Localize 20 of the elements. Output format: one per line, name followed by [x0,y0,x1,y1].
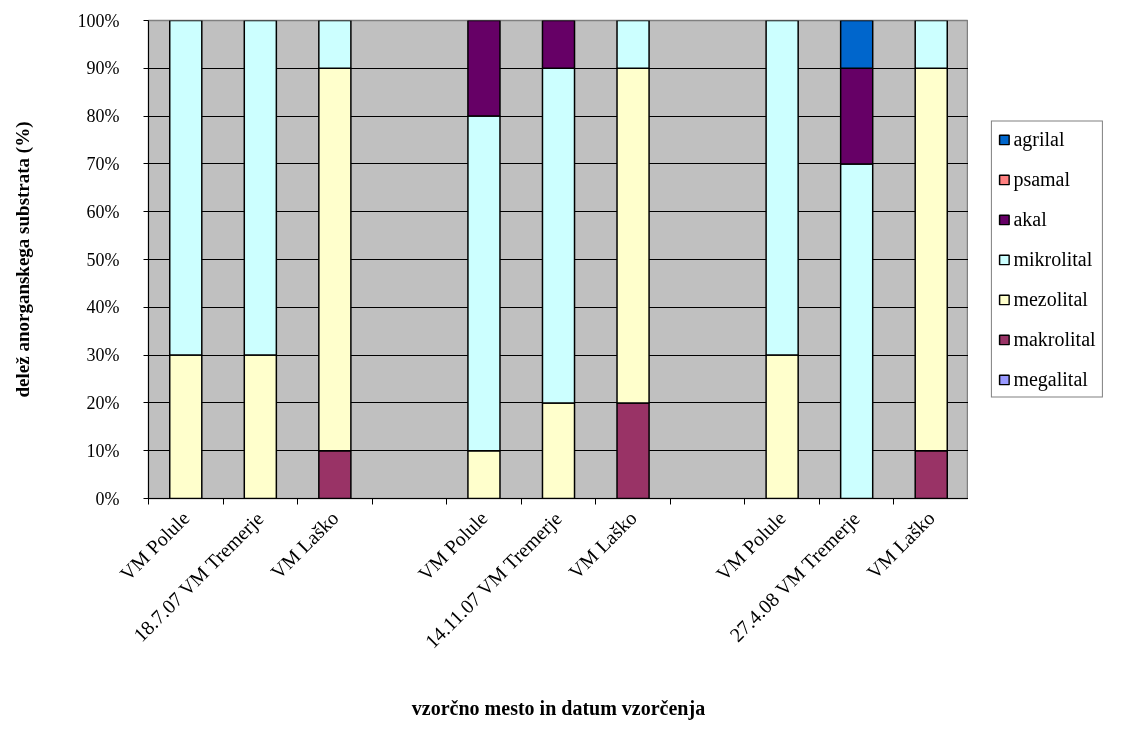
y-tick-label: 100% [77,10,120,31]
y-tick-label: 30% [86,345,120,366]
legend-label: akal [1013,207,1047,231]
y-tick-label: 0% [95,488,120,509]
legend-label: psamal [1013,167,1071,191]
legend-label: mezolital [1013,287,1088,311]
y-tick-label: 70% [86,153,120,174]
y-tick-label: 10% [86,440,120,461]
y-tick-label: 80% [86,106,120,127]
y-tick-label: 40% [86,297,120,318]
legend-label: megalital [1013,367,1088,391]
y-tick-label: 90% [86,58,120,79]
y-tick-label: 20% [86,392,120,413]
legend-label: makrolital [1013,327,1096,351]
x-axis-title: vzorčno mesto in datum vzorčenja [411,697,706,721]
legend-label: agrilal [1013,127,1065,151]
y-tick-label: 50% [86,249,120,270]
legend-label: mikrolital [1013,247,1093,271]
y-axis-title: delež anorganskega substrata (%) [11,121,34,398]
y-tick-label: 60% [86,201,120,222]
